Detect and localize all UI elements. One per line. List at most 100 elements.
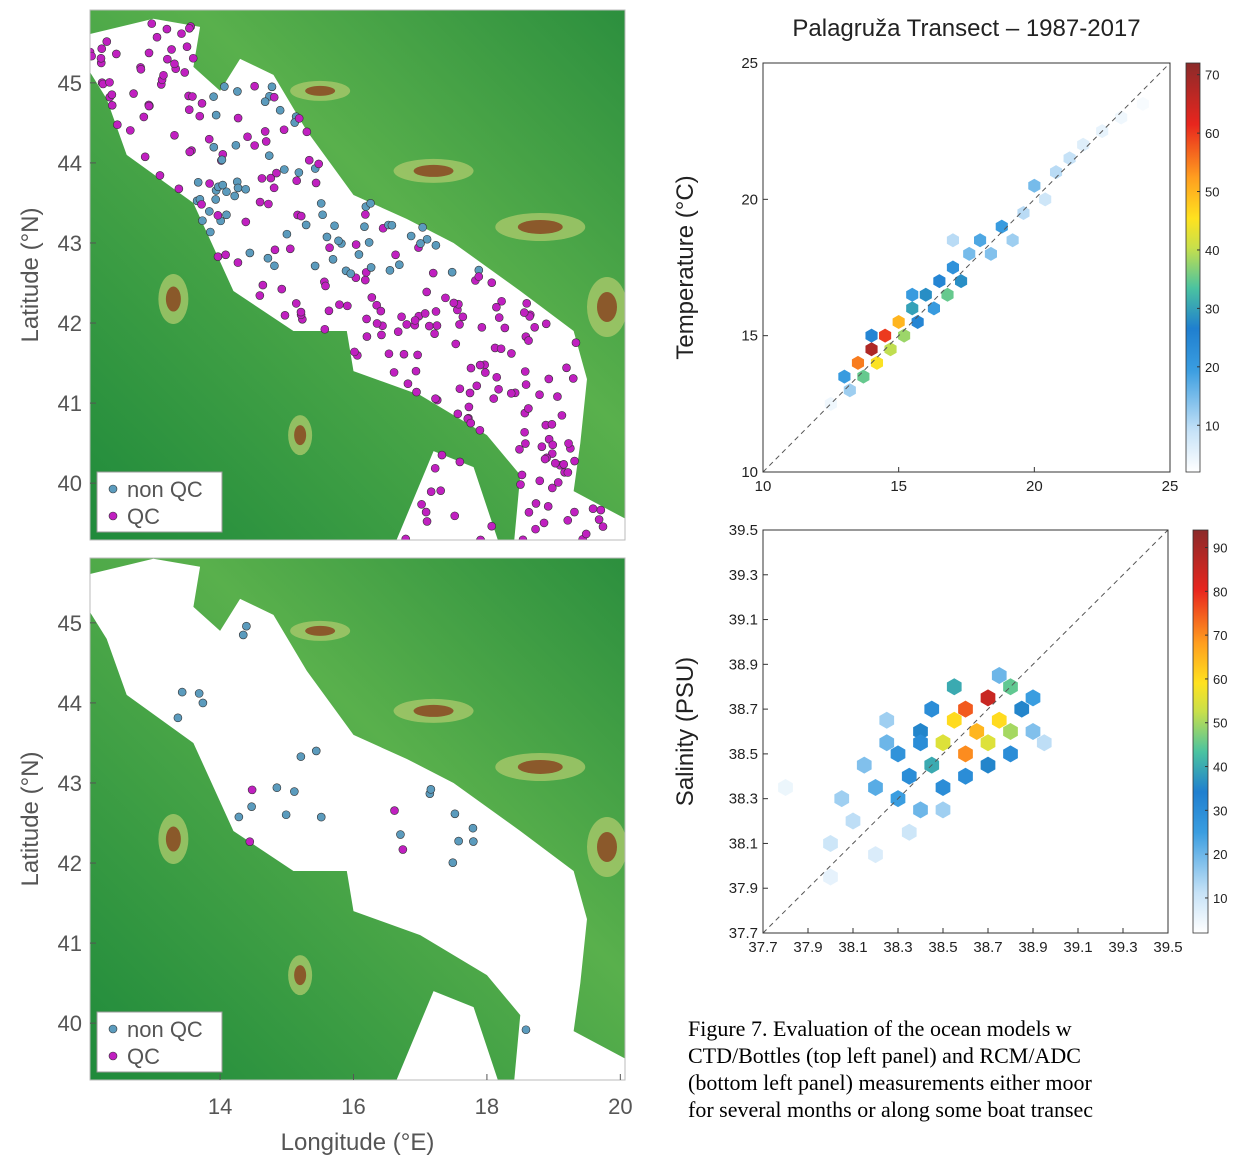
mountains xyxy=(597,292,617,322)
station-dot xyxy=(331,222,339,230)
station-dot xyxy=(270,184,278,192)
station-dot xyxy=(507,389,515,397)
station-dot xyxy=(518,471,526,479)
legend-label: QC xyxy=(127,504,160,529)
station-dot xyxy=(108,101,116,109)
legend-marker xyxy=(109,512,117,520)
map-area xyxy=(87,558,634,1087)
y-tick-label: 25 xyxy=(741,55,758,72)
station-dot xyxy=(456,385,464,393)
station-dot xyxy=(325,307,333,315)
station-dot xyxy=(431,330,439,338)
station-dot xyxy=(272,169,280,177)
station-dot xyxy=(196,112,204,120)
station-dot xyxy=(170,60,178,68)
station-dot xyxy=(418,500,426,508)
station-dot xyxy=(222,211,230,219)
station-dot xyxy=(153,33,161,41)
station-dot xyxy=(403,320,411,328)
station-dot xyxy=(456,458,464,466)
colorbar xyxy=(1193,530,1208,933)
station-dot xyxy=(521,367,529,375)
x-tick-label: 18 xyxy=(475,1094,499,1119)
station-dot xyxy=(595,516,603,524)
station-dot xyxy=(319,211,327,219)
legend-label: non QC xyxy=(127,1017,203,1042)
station-dot xyxy=(175,185,183,193)
station-dot xyxy=(564,468,572,476)
station-dot xyxy=(536,477,544,485)
station-dot xyxy=(185,24,193,32)
station-dot xyxy=(363,333,371,341)
station-dot xyxy=(385,350,393,358)
station-dot xyxy=(545,375,553,383)
station-dot xyxy=(295,114,303,122)
station-dot xyxy=(188,93,196,101)
station-dot xyxy=(450,299,458,307)
station-dot xyxy=(454,410,462,418)
station-dot xyxy=(551,459,559,467)
station-dot xyxy=(492,303,500,311)
station-dot xyxy=(214,253,222,261)
station-dot xyxy=(516,481,524,489)
station-dot xyxy=(570,508,578,516)
station-dot xyxy=(456,320,464,328)
station-dot xyxy=(312,179,320,187)
station-dot xyxy=(377,331,385,339)
station-dot xyxy=(532,525,540,533)
station-dot xyxy=(360,223,368,231)
station-dot xyxy=(565,439,573,447)
station-dot xyxy=(490,395,498,403)
station-dot xyxy=(205,207,213,215)
y-tick-label: 42 xyxy=(58,851,82,876)
station-dot xyxy=(467,364,475,372)
station-dot xyxy=(455,837,463,845)
station-dot xyxy=(297,212,305,220)
station-dot xyxy=(569,374,577,382)
colorbar-tick-label: 90 xyxy=(1213,541,1227,556)
y-tick-label: 15 xyxy=(741,328,758,345)
y-tick-label: 20 xyxy=(741,191,758,208)
station-dot xyxy=(422,508,430,516)
station-dot xyxy=(495,385,503,393)
station-dot xyxy=(234,114,242,122)
y-tick-label: 38.5 xyxy=(729,746,758,763)
y-axis-label: Salinity (PSU) xyxy=(672,657,699,806)
station-dot xyxy=(103,38,111,46)
colorbar xyxy=(1186,63,1200,472)
station-dot xyxy=(256,292,264,300)
station-dot xyxy=(373,319,381,327)
station-dot xyxy=(466,389,474,397)
station-dot xyxy=(303,128,311,136)
colorbar-tick-label: 60 xyxy=(1205,126,1219,141)
station-dot xyxy=(219,181,227,189)
station-dot xyxy=(396,831,404,839)
station-dot xyxy=(352,241,360,249)
station-dot xyxy=(473,382,481,390)
station-dot xyxy=(302,221,310,229)
station-dot xyxy=(212,111,220,119)
colorbar-tick-label: 10 xyxy=(1205,418,1219,433)
station-dot xyxy=(198,200,206,208)
station-dot xyxy=(335,301,343,309)
station-dot xyxy=(323,233,331,241)
mountains xyxy=(414,705,454,717)
station-dot xyxy=(163,25,171,33)
legend-marker xyxy=(109,485,117,493)
station-dot xyxy=(205,135,213,143)
x-tick-label: 16 xyxy=(341,1094,365,1119)
y-axis-label: Latitude (°N) xyxy=(17,752,44,887)
colorbar-tick-label: 60 xyxy=(1213,672,1227,687)
x-tick-label: 37.9 xyxy=(793,939,822,956)
map-area xyxy=(86,10,634,547)
station-dot xyxy=(206,228,214,236)
station-dot xyxy=(262,137,270,145)
station-dot xyxy=(251,142,259,150)
station-dot xyxy=(437,487,445,495)
station-dot xyxy=(210,143,218,151)
station-dot xyxy=(273,784,281,792)
station-dot xyxy=(589,505,597,513)
station-dot xyxy=(312,747,320,755)
station-dot xyxy=(423,517,431,525)
station-dot xyxy=(532,499,540,507)
